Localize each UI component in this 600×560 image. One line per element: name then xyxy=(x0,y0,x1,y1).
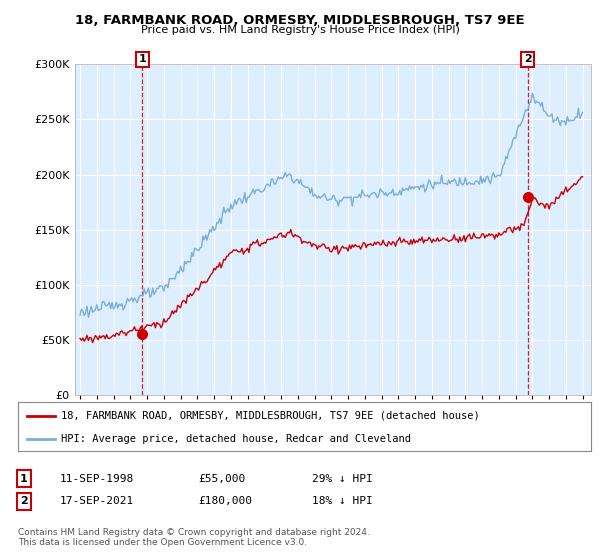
Text: 18, FARMBANK ROAD, ORMESBY, MIDDLESBROUGH, TS7 9EE (detached house): 18, FARMBANK ROAD, ORMESBY, MIDDLESBROUG… xyxy=(61,410,480,421)
Text: £180,000: £180,000 xyxy=(198,496,252,506)
Text: 2: 2 xyxy=(20,496,28,506)
Text: Contains HM Land Registry data © Crown copyright and database right 2024.
This d: Contains HM Land Registry data © Crown c… xyxy=(18,528,370,547)
Text: £55,000: £55,000 xyxy=(198,474,245,484)
Text: 18% ↓ HPI: 18% ↓ HPI xyxy=(312,496,373,506)
Text: 1: 1 xyxy=(139,54,146,64)
Text: 29% ↓ HPI: 29% ↓ HPI xyxy=(312,474,373,484)
Text: 17-SEP-2021: 17-SEP-2021 xyxy=(60,496,134,506)
Text: 11-SEP-1998: 11-SEP-1998 xyxy=(60,474,134,484)
Text: 18, FARMBANK ROAD, ORMESBY, MIDDLESBROUGH, TS7 9EE: 18, FARMBANK ROAD, ORMESBY, MIDDLESBROUG… xyxy=(75,14,525,27)
Text: HPI: Average price, detached house, Redcar and Cleveland: HPI: Average price, detached house, Redc… xyxy=(61,433,411,444)
Text: 2: 2 xyxy=(524,54,532,64)
Text: 1: 1 xyxy=(20,474,28,484)
Text: Price paid vs. HM Land Registry's House Price Index (HPI): Price paid vs. HM Land Registry's House … xyxy=(140,25,460,35)
